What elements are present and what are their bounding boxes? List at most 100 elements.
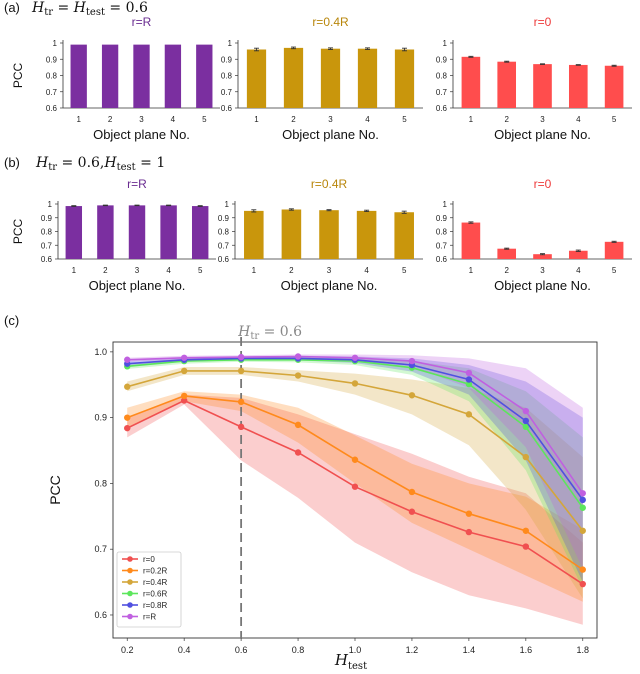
x-tick-label: 1.2: [406, 645, 419, 655]
point-r=0.2R: [237, 398, 245, 406]
x-tick-label-b3: 4: [576, 266, 581, 275]
chart-title-b1: r=R: [127, 177, 147, 191]
panel-b-heading: Htr = 0.6,Htest = 1: [35, 155, 165, 173]
bar-b1-3: [128, 205, 146, 259]
x-tick-label-b3: 3: [540, 266, 545, 275]
point-r=R: [408, 357, 416, 365]
y-tick-label-b3: 0.8: [436, 228, 448, 237]
panel-b-s1: tr: [48, 162, 57, 173]
y-tick-label-b1: 0.8: [41, 228, 53, 237]
x-tick-label-a2: 2: [291, 115, 296, 124]
point-r=R: [237, 353, 245, 361]
point-r=0: [522, 543, 530, 550]
x-axis-label: Htest: [334, 651, 367, 672]
x-tick-label-a3: 2: [504, 115, 509, 124]
bar-a1-3: [133, 44, 150, 108]
point-r=0.4R: [579, 527, 586, 534]
panel-b-label: (b): [4, 155, 20, 170]
panel-a-h2: H: [73, 0, 87, 16]
chart-title-a1: r=R: [132, 15, 152, 29]
y-tick-label: 0.8: [94, 478, 107, 488]
legend-marker-r=0.4R: [127, 579, 133, 585]
point-r=0.4R: [180, 367, 188, 375]
point-r=0.4R: [237, 367, 245, 375]
x-tick-label-a2: 4: [365, 115, 370, 124]
x-tick-label-a1: 3: [139, 115, 144, 124]
y-axis-label: PCC: [47, 475, 63, 505]
x-tick-label-b2: 3: [327, 266, 332, 275]
point-r=0.4R: [522, 453, 530, 461]
point-r=0.2R: [351, 456, 359, 463]
point-r=0.4R: [294, 372, 302, 379]
panel-b-h2: H: [103, 155, 117, 171]
y-tick-label-b2: 0.8: [218, 228, 230, 237]
point-r=0: [124, 424, 131, 432]
point-r=R: [465, 369, 473, 377]
x-tick-label-a3: 3: [540, 115, 545, 124]
legend-label-r=0.8R: r=0.8R: [143, 601, 167, 610]
y-tick-label-a2: 0.8: [221, 72, 233, 81]
bar-a2-5: [394, 49, 415, 108]
legend-label-r=R: r=R: [143, 613, 156, 622]
band-r=0.2R: [127, 391, 583, 602]
bar-a2-2: [283, 47, 304, 108]
point-r=0.4R: [465, 411, 473, 418]
x-tick-label-a3: 4: [576, 115, 581, 124]
y-tick-label-a1: 0.6: [46, 104, 58, 113]
y-tick-label-b2: 0.9: [218, 214, 230, 223]
x-tick-label-b1: 4: [166, 266, 171, 275]
x-axis-label-b1: Object plane No.: [89, 278, 186, 293]
x-tick-label: 0.4: [178, 645, 191, 655]
x-tick-label-a3: 1: [469, 115, 474, 124]
bar-b2-3: [319, 210, 339, 259]
bar-chart-b2: 0.6 0.7 0.8 0.9 1 1 2 3 4 5 r=0.4R Object plane No.: [218, 177, 423, 293]
point-r=R: [180, 354, 188, 361]
legend-label-r=0: r=0: [143, 555, 155, 564]
bar-a2-1: [246, 49, 267, 108]
panel-b-h1: H: [35, 155, 49, 171]
plot-frame: [112, 341, 598, 639]
legend-marker-r=0: [127, 556, 133, 562]
point-r=R: [522, 407, 530, 415]
y-tick-label-b2: 0.7: [218, 241, 230, 250]
y-tick-label-b3: 0.9: [436, 214, 448, 223]
point-r=0.6R: [465, 380, 473, 388]
bar-b3-3: [533, 254, 552, 259]
point-r=0.4R: [351, 380, 359, 387]
y-tick-label-b1: 0.7: [41, 241, 53, 250]
x-tick-label: 0.2: [121, 645, 134, 655]
legend-marker-r=0.6R: [127, 590, 133, 597]
reference-annotation-sub: tr: [250, 331, 259, 342]
y-tick-label-a3: 0.6: [436, 104, 448, 113]
panel-c-label: (c): [4, 313, 19, 328]
panel-a-label: (a): [4, 0, 20, 15]
x-tick-label-b3: 2: [504, 266, 509, 275]
y-tick-label-b3: 0.7: [436, 241, 448, 250]
bar-a1-2: [101, 44, 119, 108]
legend-marker-r=0.2R: [127, 567, 133, 574]
x-tick-label-b1: 5: [198, 266, 203, 275]
y-tick-label-b1: 0.9: [41, 214, 53, 223]
point-r=0: [579, 580, 586, 588]
panel-a-heading: Htr = Htest = 0.6: [31, 0, 148, 18]
point-r=R: [294, 353, 302, 360]
x-tick-label-b2: 4: [364, 266, 369, 275]
chart-title-b3: r=0: [534, 177, 552, 191]
y-tick-label-a1: 0.9: [46, 55, 58, 64]
x-tick-label-b2: 1: [252, 266, 257, 275]
bar-a1-5: [196, 44, 213, 108]
x-tick-label-a2: 1: [254, 115, 259, 124]
panel-a-eq1: =: [53, 0, 74, 16]
bar-charts-group: 0.6 0.7 0.8 0.9 1 1 2 3 4 5 r=R Object plane No. PCC…: [11, 15, 632, 293]
point-r=0.8R: [465, 376, 473, 383]
bar-chart-b1: 0.6 0.7 0.8 0.9 1 1 2 3 4 5 r=R Object plane No. PCC: [11, 177, 216, 293]
bar-b1-2: [97, 205, 114, 259]
bar-b3-2: [497, 248, 517, 259]
bar-a3-3: [533, 64, 552, 108]
panel-b-eq1: = 0.6,: [57, 155, 104, 171]
y-tick-label-b1: 0.6: [41, 255, 53, 264]
bar-chart-a1: 0.6 0.7 0.8 0.9 1 1 2 3 4 5 r=R Object plane No. PCC: [11, 15, 220, 142]
y-tick-label-b3: 0.6: [436, 255, 448, 264]
x-tick-label-a2: 3: [328, 115, 333, 124]
